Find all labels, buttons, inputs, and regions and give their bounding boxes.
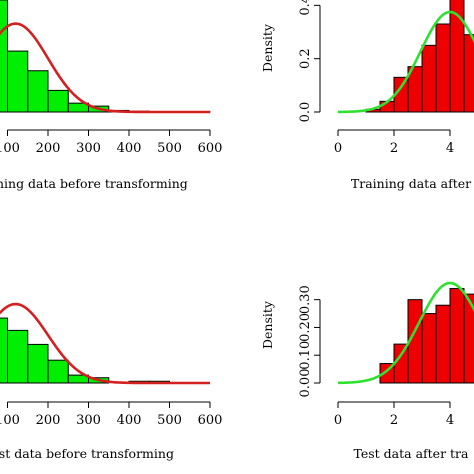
histogram-bar [435, 304, 451, 384]
x-tick-label: 0 [334, 413, 342, 428]
histogram-bar [0, 0, 8, 113]
y-tick-label: 0.4 [298, 0, 313, 16]
y-tick-label: 0.10 [298, 341, 313, 370]
x-axis-title: Training data before transforming [0, 176, 188, 191]
x-tick-label: 4 [446, 413, 454, 428]
x-tick-label: 400 [117, 413, 142, 428]
histogram-bar [463, 293, 474, 384]
x-axis-title: Test data before transforming [0, 446, 174, 461]
x-tick-label: 600 [198, 413, 223, 428]
y-tick-label: 0.30 [298, 285, 313, 314]
histogram-bar [47, 89, 69, 113]
x-tick-label: 500 [157, 141, 182, 156]
histogram-bar [47, 359, 69, 384]
histogram-panel-3: 100 200 300 400 500 600 Test data before trans… [0, 302, 223, 461]
x-tick-label: 4 [446, 141, 454, 156]
x-tick-label: 300 [76, 141, 101, 156]
x-tick-label: 100 [0, 141, 20, 156]
x-tick-label: 2 [390, 413, 398, 428]
x-tick-label: 300 [76, 413, 101, 428]
x-tick-label: 2 [390, 141, 398, 156]
histogram-panel-2: 0 2 4 Training data after 0.0 0.2 0.4 Density [260, 0, 474, 191]
histogram-bar [7, 50, 29, 113]
histogram-bar [449, 288, 465, 384]
histogram-bar [421, 44, 437, 113]
y-axis-title: Density [260, 300, 275, 349]
x-tick-label: 100 [0, 413, 20, 428]
histogram-panel-1: 100 200 300 400 500 600 Training data before t… [0, 0, 222, 191]
density-curve [0, 302, 210, 385]
x-tick-label: 200 [36, 141, 61, 156]
x-tick-label: 200 [36, 413, 61, 428]
histogram-panel-4: 0 2 4 Test data after tra 0.000.100.200.30 De… [260, 281, 474, 461]
x-tick-label: 500 [157, 413, 182, 428]
y-tick-label: 0.0 [298, 102, 313, 123]
y-axis-title: Density [260, 23, 275, 72]
x-tick-label: 600 [198, 141, 223, 156]
histogram-bar [435, 23, 451, 113]
histogram-bar [463, 34, 474, 113]
histogram-bar [449, 0, 465, 113]
y-tick-label: 0.20 [298, 313, 313, 342]
density-curve [0, 22, 210, 114]
histogram-bar [393, 343, 409, 384]
x-tick-label: 400 [117, 141, 142, 156]
x-axis-title: Training data after [351, 176, 471, 191]
x-tick-label: 0 [334, 141, 342, 156]
x-axis-title: Test data after tra [354, 446, 470, 461]
y-tick-label: 0.00 [298, 369, 313, 398]
histogram-bar [27, 343, 49, 384]
histogram-bar [421, 313, 437, 384]
density-curve [337, 281, 474, 385]
histogram-bar [0, 317, 8, 384]
histogram-bar [27, 70, 49, 113]
density-curve [337, 10, 474, 114]
y-tick-label: 0.2 [298, 48, 313, 69]
histogram-bar [7, 329, 29, 384]
